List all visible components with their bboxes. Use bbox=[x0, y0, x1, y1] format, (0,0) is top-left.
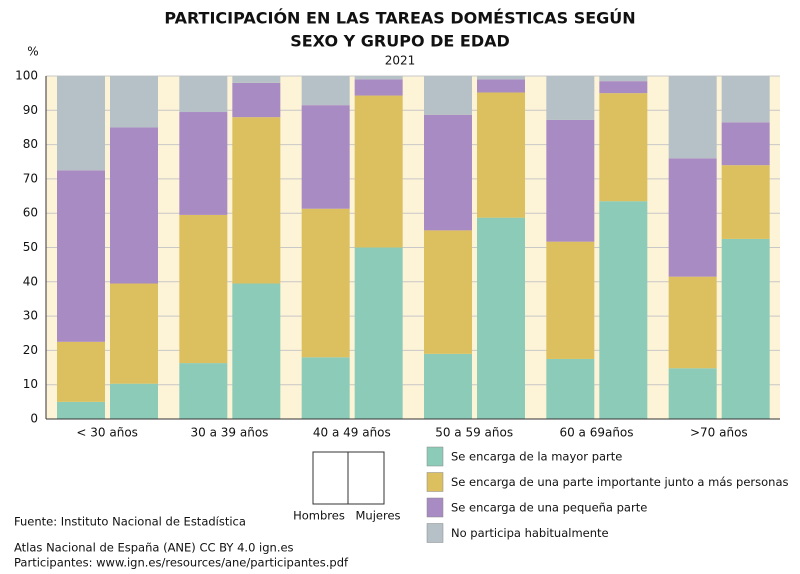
y-tick-label: 90 bbox=[23, 103, 38, 117]
x-tick-label: 30 a 39 años bbox=[191, 426, 269, 440]
y-tick-label: 80 bbox=[23, 137, 38, 151]
x-tick-label: 50 a 59 años bbox=[435, 426, 513, 440]
subgroup-key-box bbox=[347, 451, 385, 505]
y-tick-label: 20 bbox=[23, 343, 38, 357]
bar-segment bbox=[179, 76, 228, 113]
bar-segment bbox=[57, 341, 105, 402]
legend-swatch bbox=[426, 446, 444, 467]
bar-segment bbox=[179, 112, 228, 215]
subgroup-label: Mujeres bbox=[355, 509, 400, 523]
bar-segment bbox=[301, 357, 350, 419]
y-tick-label: 100 bbox=[15, 69, 38, 83]
legend-label: Se encarga de la mayor parte bbox=[451, 450, 622, 464]
bar-segment bbox=[354, 76, 403, 80]
chart-title: PARTICIPACIÓN EN LAS TAREAS DOMÉSTICAS S… bbox=[164, 9, 635, 28]
y-tick-label: 70 bbox=[23, 171, 38, 185]
bar-segment bbox=[721, 238, 770, 419]
subgroup-label: Hombres bbox=[293, 509, 345, 523]
bar-segment bbox=[57, 76, 105, 171]
bar-segment bbox=[721, 122, 770, 166]
y-tick-label: 50 bbox=[23, 240, 38, 254]
bar-segment bbox=[424, 230, 472, 354]
legend-label: Se encarga de una pequeña parte bbox=[451, 501, 647, 515]
legend-swatch bbox=[426, 523, 444, 543]
bar-segment bbox=[232, 76, 281, 83]
bar-segment bbox=[354, 79, 403, 96]
bar-segment bbox=[232, 283, 281, 419]
chart-title: SEXO Y GRUPO DE EDAD bbox=[290, 32, 510, 51]
bar-segment bbox=[232, 82, 281, 118]
bar-segment bbox=[546, 241, 595, 359]
source-note: Atlas Nacional de España (ANE) CC BY 4.0… bbox=[14, 541, 294, 555]
bar-segment bbox=[477, 76, 525, 80]
bar-segment bbox=[721, 165, 770, 239]
y-tick-label: 40 bbox=[23, 274, 38, 288]
bar-segment bbox=[668, 368, 717, 419]
y-tick-label: 0 bbox=[30, 412, 38, 426]
bar-segment bbox=[546, 76, 595, 120]
bar-segment bbox=[668, 158, 717, 277]
bar-segment bbox=[721, 76, 770, 123]
source-note: Fuente: Instituto Nacional de Estadístic… bbox=[14, 515, 246, 529]
bar-segment bbox=[477, 92, 525, 218]
legend-swatch bbox=[426, 497, 444, 518]
chart-subtitle: 2021 bbox=[385, 54, 416, 68]
bar-segment bbox=[301, 208, 350, 358]
bar-segment bbox=[477, 217, 525, 419]
x-tick-label: 60 a 69años bbox=[559, 426, 633, 440]
legend-label: No participa habitualmente bbox=[451, 526, 609, 540]
bar-segment bbox=[110, 76, 158, 128]
bar-segment bbox=[57, 401, 105, 419]
source-note: Participantes: www.ign.es/resources/ane/… bbox=[14, 556, 349, 570]
bar-segment bbox=[424, 114, 472, 231]
bar-segment bbox=[424, 353, 472, 419]
bar-segment bbox=[232, 117, 281, 284]
bar-segment bbox=[301, 105, 350, 209]
bar-segment bbox=[424, 76, 472, 115]
bar-segment bbox=[57, 170, 105, 342]
bar-segment bbox=[599, 93, 648, 202]
y-tick-label: 10 bbox=[23, 377, 38, 391]
y-unit: % bbox=[27, 45, 38, 59]
bar-segment bbox=[668, 276, 717, 369]
x-tick-label: 40 a 49 años bbox=[313, 426, 391, 440]
bar-segment bbox=[179, 214, 228, 364]
bar-segment bbox=[110, 283, 158, 384]
bar-segment bbox=[110, 383, 158, 419]
bar-segment bbox=[477, 79, 525, 93]
bar-segment bbox=[179, 363, 228, 419]
bar-segment bbox=[599, 76, 648, 82]
bar-segment bbox=[599, 81, 648, 94]
x-tick-label: < 30 años bbox=[76, 426, 138, 440]
legend-swatch bbox=[426, 472, 444, 492]
bar-segment bbox=[668, 76, 717, 159]
y-tick-label: 60 bbox=[23, 206, 38, 220]
bar-segment bbox=[546, 119, 595, 242]
bar-segment bbox=[301, 76, 350, 106]
bar-segment bbox=[354, 247, 403, 419]
subgroup-key-box bbox=[312, 451, 350, 505]
bar-segment bbox=[110, 127, 158, 284]
legend-label: Se encarga de una parte importante junto… bbox=[451, 475, 789, 489]
bar-segment bbox=[546, 358, 595, 419]
bar-segment bbox=[354, 95, 403, 248]
y-tick-label: 30 bbox=[23, 309, 38, 323]
bar-segment bbox=[599, 201, 648, 419]
x-tick-label: >70 años bbox=[690, 426, 748, 440]
